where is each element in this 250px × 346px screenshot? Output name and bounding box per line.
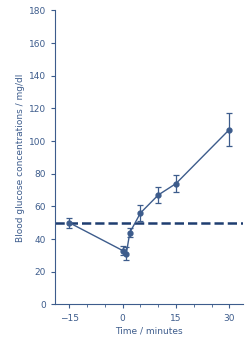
Y-axis label: Blood glucose concentrations / mg/dl: Blood glucose concentrations / mg/dl [16,73,25,242]
X-axis label: Time / minutes: Time / minutes [115,327,182,336]
